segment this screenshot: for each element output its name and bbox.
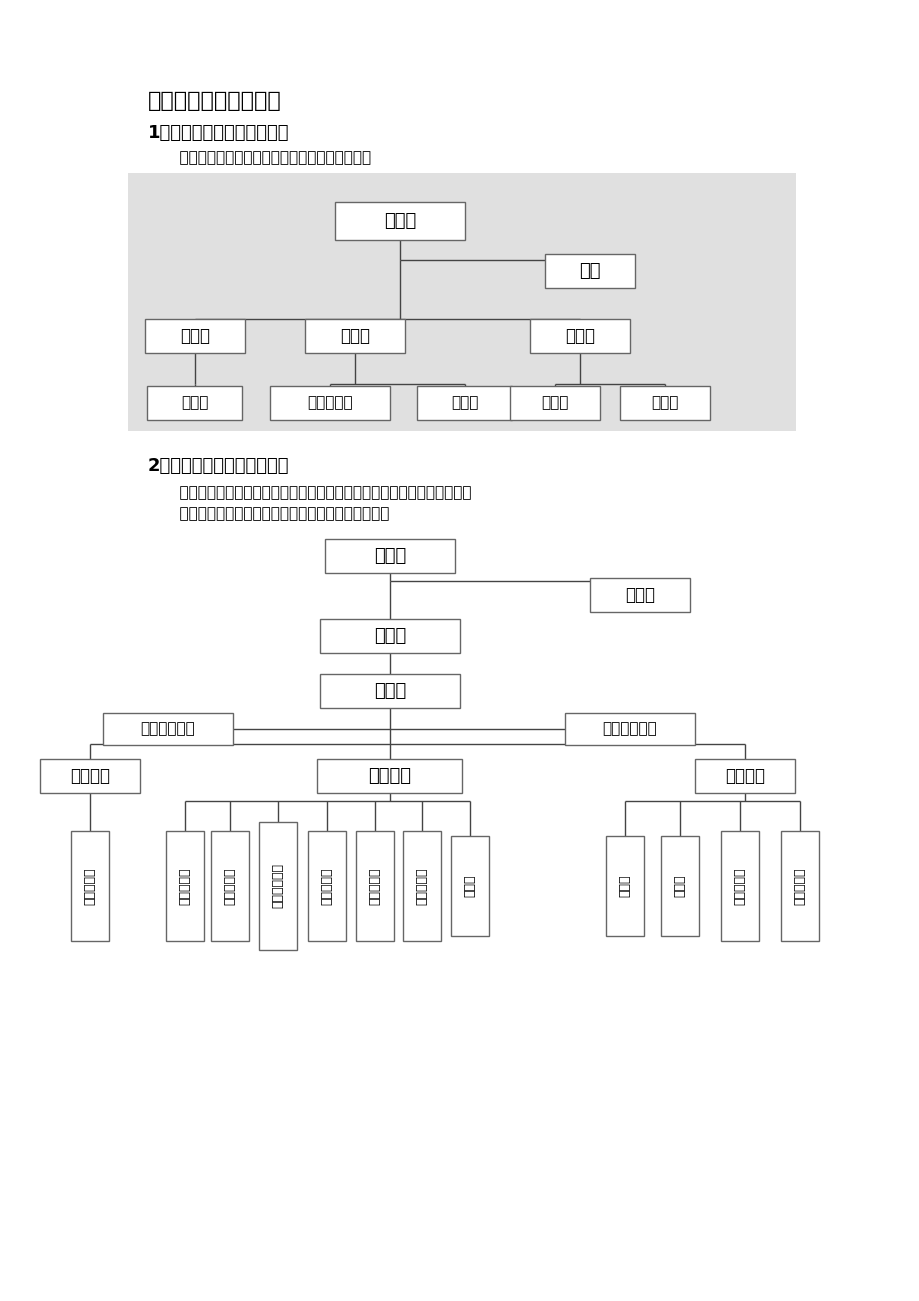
Text: 战略规划委员: 战略规划委员 <box>141 722 195 736</box>
Bar <box>259 822 297 950</box>
Text: 跟单组: 跟单组 <box>451 396 478 411</box>
Bar <box>308 831 346 941</box>
Bar <box>145 319 244 353</box>
Text: 2、外贸公司组织的复杂结构: 2、外贸公司组织的复杂结构 <box>148 457 289 475</box>
Text: 财务组: 财务组 <box>651 396 678 411</box>
Bar <box>210 831 249 941</box>
Text: 总经理: 总经理 <box>373 682 405 700</box>
Text: 技术品管部: 技术品管部 <box>84 868 96 904</box>
Text: 美洲销售部: 美洲销售部 <box>415 868 428 904</box>
Text: 后勤组: 后勤组 <box>540 396 568 411</box>
Bar <box>128 173 795 431</box>
Bar <box>165 831 204 941</box>
Text: 管理中心: 管理中心 <box>724 768 765 785</box>
Bar <box>529 319 630 353</box>
Bar <box>589 578 689 611</box>
Text: 技术中心: 技术中心 <box>70 768 110 785</box>
Text: 董事会: 董事会 <box>373 546 405 565</box>
Text: 一、外贸公司组织结构: 一、外贸公司组织结构 <box>148 91 281 111</box>
Text: 营销中心: 营销中心 <box>369 768 411 785</box>
Text: 成套部: 成套部 <box>463 874 476 898</box>
Bar <box>269 386 390 420</box>
Text: 以下是一个规模较大的外贸公司的组织结构示意图：: 以下是一个规模较大的外贸公司的组织结构示意图： <box>160 506 389 522</box>
Text: 办公室: 办公室 <box>618 874 630 898</box>
Bar <box>356 831 393 941</box>
Bar <box>305 319 404 353</box>
Bar <box>320 619 460 653</box>
Bar <box>103 713 233 745</box>
Text: 但是，实际的外贸公司组织结构往往比较复杂，尤其是规模较大的公司。: 但是，实际的外贸公司组织结构往往比较复杂，尤其是规模较大的公司。 <box>160 485 471 501</box>
Text: 副总: 副总 <box>579 262 600 280</box>
Bar <box>660 837 698 935</box>
Text: 人力资源部: 人力资源部 <box>732 868 745 904</box>
Bar <box>403 831 440 941</box>
Text: 总经理: 总经理 <box>383 212 415 230</box>
Bar <box>417 386 512 420</box>
Text: 监事会: 监事会 <box>624 585 654 604</box>
Text: 设计组: 设计组 <box>181 396 209 411</box>
Bar <box>606 837 643 935</box>
Bar <box>71 831 108 941</box>
Text: 1、外贸公司组织的一般结构: 1、外贸公司组织的一般结构 <box>148 124 289 142</box>
Bar <box>147 386 243 420</box>
Bar <box>720 831 758 941</box>
Bar <box>335 202 464 239</box>
Text: 外贸业务组: 外贸业务组 <box>307 396 352 411</box>
Text: 欧洲销售部: 欧洲销售部 <box>320 868 333 904</box>
Text: 财务部: 财务部 <box>673 874 686 898</box>
Text: 行政部: 行政部 <box>564 327 595 345</box>
Bar <box>320 674 460 708</box>
Bar <box>317 758 462 794</box>
Bar <box>564 713 694 745</box>
Bar <box>324 539 455 572</box>
Bar <box>694 758 794 794</box>
Text: 一般来说，外贸公司由以下几个主要部门构成：: 一般来说，外贸公司由以下几个主要部门构成： <box>160 151 370 165</box>
Bar <box>509 386 599 420</box>
Text: 供应管理部: 供应管理部 <box>223 868 236 904</box>
Bar <box>619 386 709 420</box>
Bar <box>544 254 634 288</box>
Bar <box>450 837 489 935</box>
Text: 市场运作部: 市场运作部 <box>178 868 191 904</box>
Text: 市场部: 市场部 <box>340 327 369 345</box>
Text: 投资管理部: 投资管理部 <box>792 868 806 904</box>
Text: 董事长: 董事长 <box>373 627 405 645</box>
Text: 开发部: 开发部 <box>180 327 210 345</box>
Bar <box>780 831 818 941</box>
Text: 东南亚销售部: 东南亚销售部 <box>271 864 284 908</box>
Text: 财务规划委员: 财务规划委员 <box>602 722 657 736</box>
Bar <box>40 758 140 794</box>
Text: 中东销售部: 中东销售部 <box>369 868 381 904</box>
